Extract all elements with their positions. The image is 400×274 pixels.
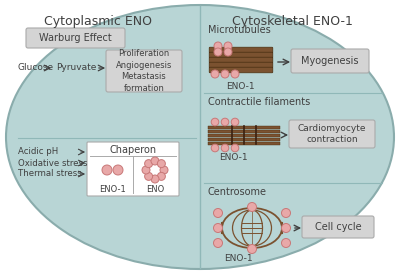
Text: Cardiomyocyte
contraction: Cardiomyocyte contraction [298, 124, 366, 144]
Circle shape [142, 166, 150, 174]
Circle shape [231, 144, 239, 152]
Circle shape [214, 209, 222, 218]
Circle shape [211, 70, 219, 78]
Circle shape [231, 118, 239, 126]
Ellipse shape [6, 5, 394, 269]
FancyBboxPatch shape [302, 216, 374, 238]
Circle shape [157, 160, 165, 168]
Circle shape [282, 209, 290, 218]
FancyBboxPatch shape [87, 142, 179, 196]
FancyBboxPatch shape [208, 125, 280, 129]
Circle shape [157, 172, 165, 180]
Text: Centrosome: Centrosome [208, 187, 267, 197]
FancyBboxPatch shape [208, 133, 280, 137]
FancyBboxPatch shape [208, 141, 280, 145]
FancyBboxPatch shape [208, 130, 280, 133]
Circle shape [224, 48, 232, 56]
Circle shape [248, 244, 256, 253]
Text: ENO-1: ENO-1 [219, 153, 247, 162]
Circle shape [224, 42, 232, 50]
Circle shape [282, 224, 290, 233]
Text: Microtubules: Microtubules [208, 25, 271, 35]
FancyBboxPatch shape [289, 120, 375, 148]
Circle shape [113, 165, 123, 175]
FancyBboxPatch shape [26, 28, 125, 48]
Text: Oxidative stress: Oxidative stress [18, 158, 88, 167]
Text: ENO-1: ENO-1 [224, 254, 252, 263]
Circle shape [102, 165, 112, 175]
Text: Chaperon: Chaperon [110, 145, 156, 155]
Circle shape [221, 118, 229, 126]
Text: Cytoplasmic ENO: Cytoplasmic ENO [44, 15, 152, 28]
Circle shape [211, 144, 219, 152]
Circle shape [214, 238, 222, 247]
Text: Glucose: Glucose [18, 64, 54, 73]
Circle shape [151, 157, 159, 165]
Circle shape [145, 160, 153, 168]
Circle shape [211, 118, 219, 126]
Circle shape [231, 70, 239, 78]
Circle shape [214, 224, 222, 233]
FancyBboxPatch shape [209, 57, 273, 63]
Text: Myogenesis: Myogenesis [301, 56, 359, 66]
Text: ENO-1: ENO-1 [100, 185, 126, 195]
Circle shape [145, 172, 153, 180]
Text: Pyruvate: Pyruvate [56, 64, 96, 73]
Circle shape [160, 166, 168, 174]
Circle shape [282, 238, 290, 247]
FancyBboxPatch shape [209, 62, 273, 68]
FancyBboxPatch shape [209, 67, 273, 73]
Text: Warburg Effect: Warburg Effect [39, 33, 111, 43]
FancyBboxPatch shape [208, 138, 280, 141]
Text: ENO: ENO [146, 185, 164, 195]
Circle shape [221, 144, 229, 152]
Circle shape [248, 202, 256, 212]
Text: Contractile filaments: Contractile filaments [208, 97, 310, 107]
Circle shape [151, 175, 159, 183]
Circle shape [214, 42, 222, 50]
Text: Acidic pH: Acidic pH [18, 147, 58, 156]
FancyBboxPatch shape [209, 52, 273, 58]
FancyBboxPatch shape [291, 49, 369, 73]
Text: Proliferation
Angiogenesis
Metastasis
formation: Proliferation Angiogenesis Metastasis fo… [116, 49, 172, 93]
Text: Thermal stress: Thermal stress [18, 170, 82, 178]
Circle shape [214, 48, 222, 56]
Text: Cell cycle: Cell cycle [315, 222, 361, 232]
Circle shape [221, 70, 229, 78]
Text: ENO-1: ENO-1 [226, 82, 254, 91]
FancyBboxPatch shape [106, 50, 182, 92]
FancyBboxPatch shape [209, 47, 273, 53]
Text: Cytoskeletal ENO-1: Cytoskeletal ENO-1 [232, 15, 352, 28]
